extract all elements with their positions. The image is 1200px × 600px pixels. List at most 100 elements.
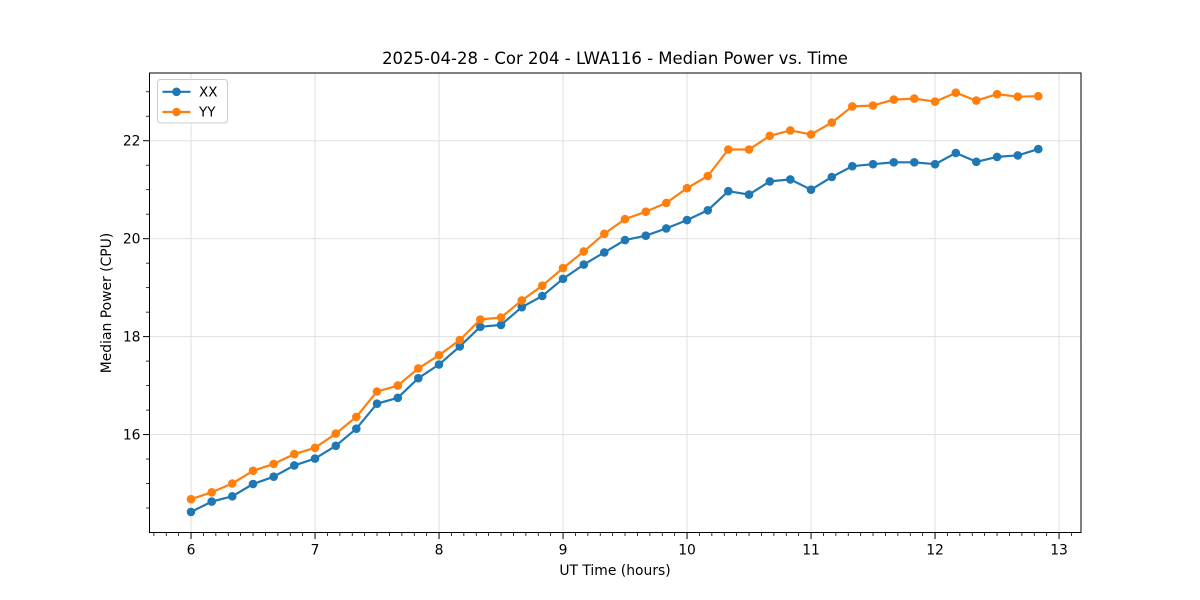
x-tick-label: 12: [926, 543, 944, 559]
series-YY-marker: [434, 350, 444, 360]
series-XX-marker: [744, 190, 754, 199]
series-YY-marker: [641, 207, 651, 216]
series-YY-marker: [269, 459, 279, 469]
series-YY-marker: [455, 335, 465, 345]
series-XX-marker: [331, 441, 341, 451]
x-tick-label: 6: [187, 543, 196, 559]
series-YY-marker: [930, 97, 940, 106]
series-XX-marker: [290, 461, 299, 470]
series-XX-marker: [455, 342, 465, 351]
series-XX-marker: [393, 393, 403, 403]
legend-label-xx: XX: [199, 84, 218, 100]
series-XX-marker: [992, 152, 1002, 162]
series-XX-marker: [724, 186, 733, 196]
series-YY-marker: [806, 130, 816, 139]
series-YY-marker: [414, 364, 423, 373]
legend-marker-yy: [172, 107, 181, 117]
chart-title: 2025-04-28 - Cor 204 - LWA116 - Median P…: [382, 49, 848, 68]
series-YY-marker: [331, 429, 341, 438]
series-YY-marker: [786, 126, 795, 135]
series-YY-marker: [248, 466, 258, 476]
series-XX-marker: [765, 177, 775, 186]
y-axis-label: Median Power (CPU): [99, 233, 115, 373]
x-tick-label: 11: [802, 543, 820, 559]
series-XX-marker: [620, 235, 630, 245]
y-tick-label: 16: [123, 427, 141, 443]
series-YY-marker: [992, 89, 1002, 99]
series-XX-marker: [248, 479, 258, 489]
series-YY-marker: [207, 488, 216, 497]
series-XX-marker: [806, 185, 816, 194]
series-XX-marker: [1034, 144, 1043, 154]
series-YY-marker: [868, 101, 878, 110]
series-YY-marker: [496, 313, 506, 322]
series-YY-marker: [744, 145, 754, 154]
series-XX-marker: [228, 492, 237, 501]
series-YY-marker: [827, 118, 837, 127]
legend-label-yy: YY: [198, 105, 216, 121]
series-XX-marker: [786, 175, 795, 184]
series-layer: [186, 88, 1043, 517]
series-XX-marker: [1013, 151, 1023, 160]
series-YY-marker: [228, 479, 237, 488]
series-XX-marker: [868, 159, 878, 169]
series-XX-marker: [414, 373, 423, 383]
series-YY-marker: [476, 315, 485, 324]
series-XX-marker: [579, 260, 589, 269]
x-tick-label: 7: [311, 543, 320, 559]
series-YY-marker: [910, 94, 919, 103]
series-XX-marker: [434, 360, 444, 369]
series-XX-marker: [517, 302, 527, 312]
series-XX-marker: [269, 472, 279, 482]
series-XX-marker: [310, 454, 320, 463]
y-tick-label: 22: [123, 134, 141, 150]
series-XX-marker: [600, 248, 609, 257]
series-YY-marker: [1013, 92, 1023, 101]
legend-marker-xx: [172, 87, 181, 97]
series-YY-marker: [310, 443, 320, 453]
series-XX-marker: [207, 497, 216, 506]
series-XX-marker: [889, 158, 899, 167]
legend: XX YY: [157, 79, 228, 124]
series-XX-marker: [951, 148, 961, 158]
series-YY-marker: [558, 263, 568, 273]
x-tick-label: 13: [1050, 543, 1068, 559]
series-YY-marker: [186, 494, 196, 504]
series-YY-marker: [951, 88, 961, 97]
x-tick-label: 8: [435, 543, 444, 559]
series-YY-marker: [765, 131, 775, 141]
series-XX-marker: [496, 320, 506, 330]
series-XX-marker: [641, 231, 651, 240]
series-XX-marker: [682, 215, 692, 225]
y-tick-label: 20: [123, 231, 141, 247]
series-YY-marker: [290, 449, 299, 459]
series-XX-marker: [352, 424, 361, 434]
series-YY-marker: [620, 214, 630, 224]
y-tick-label: 18: [123, 329, 141, 345]
series-YY-marker: [889, 95, 899, 104]
series-XX-marker: [372, 399, 382, 409]
plot-frame: [149, 72, 1082, 533]
series-YY-marker: [372, 387, 382, 396]
series-YY-marker: [517, 296, 527, 305]
series-YY-marker: [600, 229, 609, 239]
grid-layer: [149, 73, 1081, 533]
series-XX-marker: [476, 322, 485, 332]
series-YY-marker: [972, 96, 981, 105]
series-YY-marker: [538, 281, 547, 291]
series-YY-line: [189, 91, 1040, 501]
series-XX-marker: [558, 274, 568, 284]
series-XX-marker: [703, 206, 713, 215]
series-XX-marker: [827, 172, 837, 182]
series-XX-marker: [538, 291, 547, 301]
series-YY-marker: [579, 247, 589, 256]
x-tick-label: 9: [559, 543, 568, 559]
series-YY-marker: [1034, 91, 1043, 101]
series-XX-marker: [662, 224, 671, 233]
axes-layer: 6 7 8 9 10 11 12 13 16 18 20 22: [123, 91, 1072, 559]
series-XX-marker: [910, 158, 919, 167]
series-YY-marker: [352, 412, 361, 422]
series-YY-marker: [393, 381, 403, 390]
